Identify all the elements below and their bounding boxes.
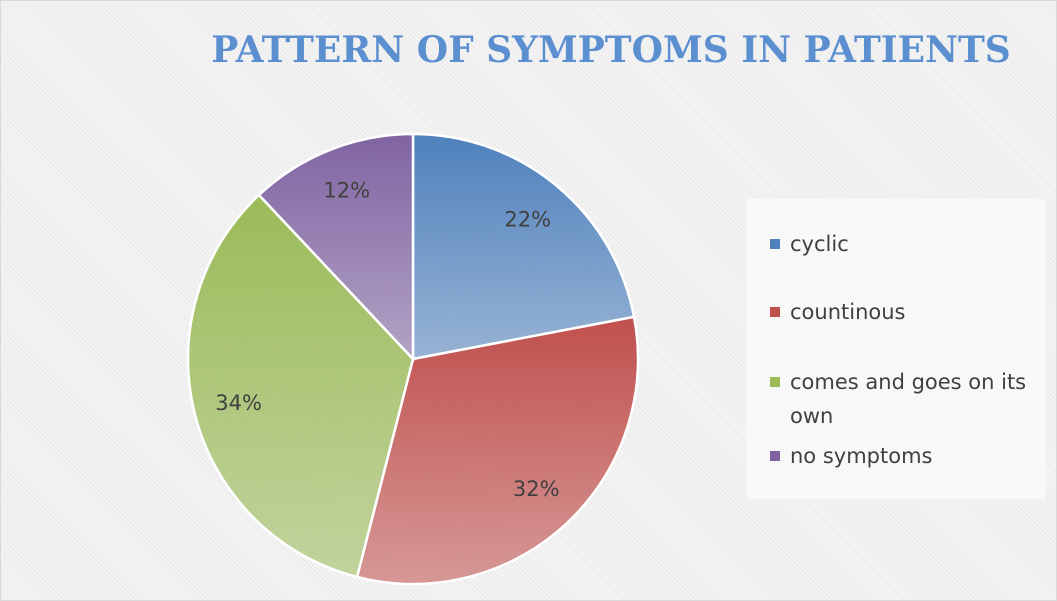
pie-slice (355, 315, 640, 586)
legend-label: countinous (790, 300, 906, 324)
legend-label: cyclic (790, 232, 849, 256)
legend-swatch (770, 239, 780, 249)
legend-swatch (770, 451, 780, 461)
legend: cyclic countinous comes and goes on its ow… (746, 199, 1046, 499)
legend-entry: cyclic (770, 227, 1040, 261)
legend-entry: countinous (770, 295, 1040, 329)
legend-swatch (770, 377, 780, 387)
data-label: 12% (323, 179, 370, 203)
chart-title: PATTERN OF SYMPTOMS IN PATIENTS (211, 29, 1011, 71)
legend-label: no symptoms (790, 444, 933, 468)
pie-slice (186, 193, 415, 579)
data-label: 34% (215, 391, 262, 415)
pie-slice (257, 132, 415, 363)
data-label: 22% (504, 207, 551, 231)
data-label: 32% (513, 477, 560, 501)
legend-swatch (770, 307, 780, 317)
legend-entry: comes and goes on its own (770, 365, 1040, 433)
legend-label: comes and goes on its own (790, 370, 1027, 428)
legend-entry: no symptoms (770, 439, 1040, 473)
pie-slice (411, 132, 636, 361)
